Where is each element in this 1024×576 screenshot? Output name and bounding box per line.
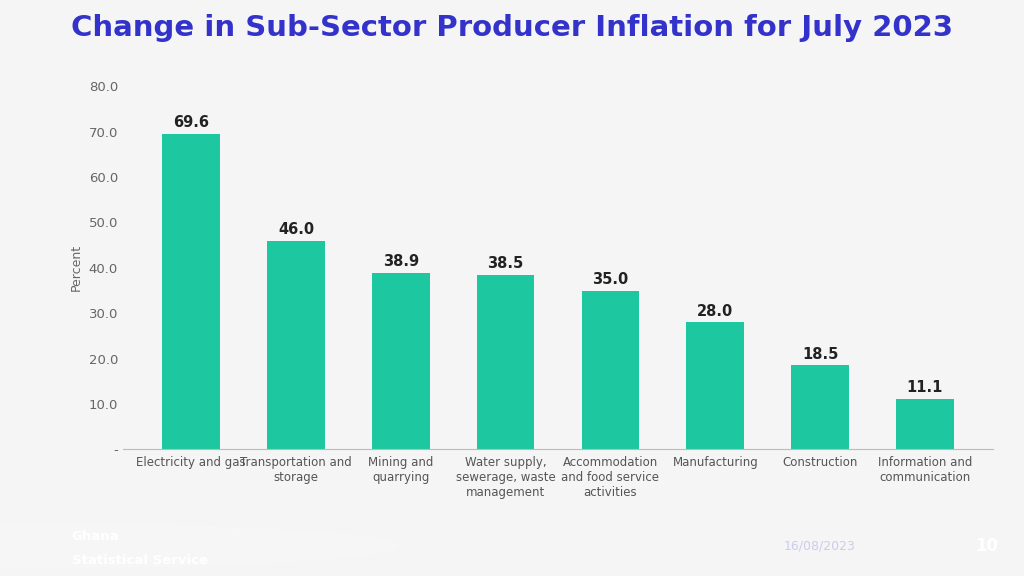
Text: 38.9: 38.9 [383, 254, 419, 269]
Text: 18.5: 18.5 [802, 347, 839, 362]
Text: 11.1: 11.1 [906, 380, 943, 395]
Bar [267, 241, 325, 449]
Bar [792, 365, 849, 449]
Bar [477, 275, 535, 449]
Text: Change in Sub-Sector Producer Inflation for July 2023: Change in Sub-Sector Producer Inflation … [71, 14, 953, 43]
Text: 16/08/2023: 16/08/2023 [783, 539, 855, 552]
Text: 38.5: 38.5 [487, 256, 524, 271]
Text: Statistical Service: Statistical Service [72, 554, 208, 567]
Text: 46.0: 46.0 [278, 222, 314, 237]
Bar [372, 273, 430, 449]
Circle shape [0, 525, 397, 567]
Text: 35.0: 35.0 [592, 272, 629, 287]
Text: Ghana: Ghana [72, 530, 120, 543]
Bar [896, 399, 953, 449]
Text: 10: 10 [976, 537, 998, 555]
Text: 28.0: 28.0 [697, 304, 733, 319]
Bar [163, 134, 220, 449]
Text: 69.6: 69.6 [173, 115, 209, 130]
Bar [686, 323, 744, 449]
Y-axis label: Percent: Percent [70, 244, 83, 291]
Bar [582, 290, 639, 449]
